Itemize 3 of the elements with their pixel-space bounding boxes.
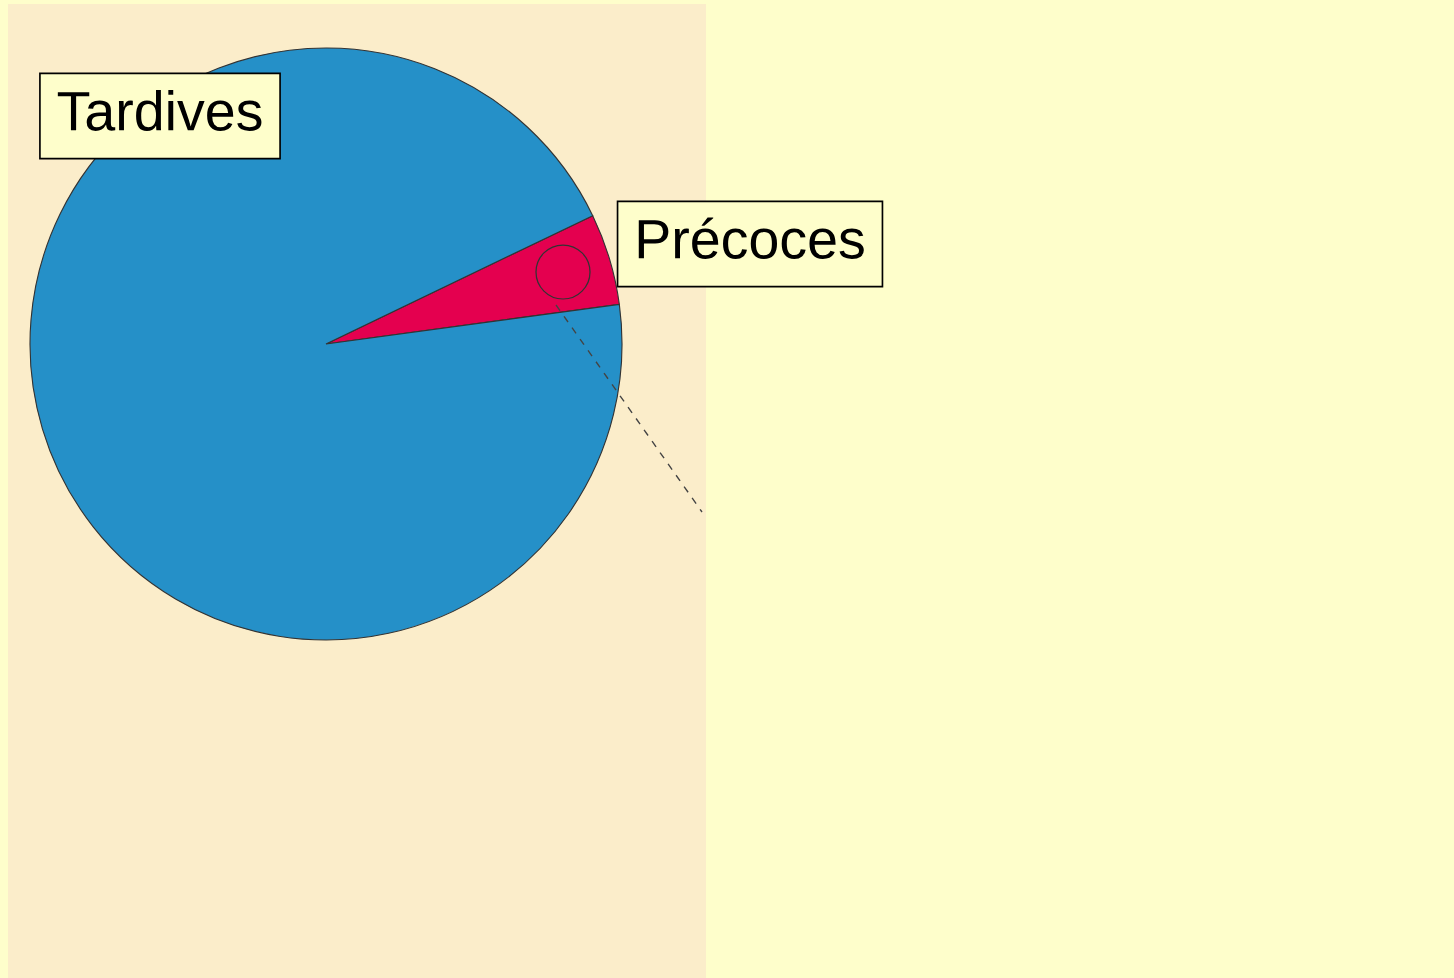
pie-slice — [29, 47, 623, 641]
legend-label: Précoces — [638, 217, 864, 259]
slice-label: Tardives — [57, 90, 262, 131]
